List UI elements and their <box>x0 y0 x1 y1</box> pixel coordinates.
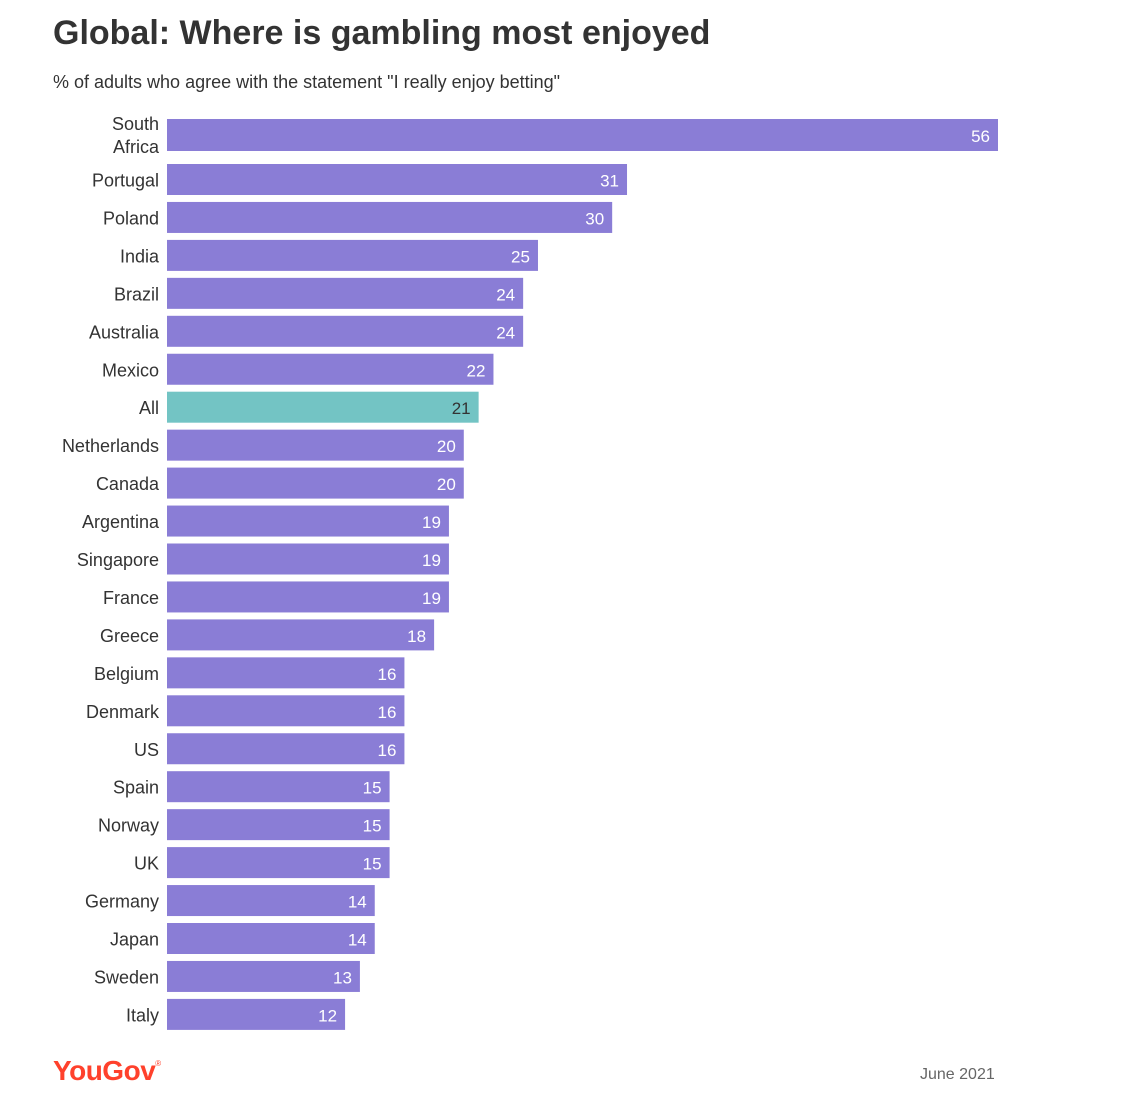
value-label-germany: 14 <box>348 893 367 912</box>
value-label-argentina: 19 <box>422 513 441 532</box>
category-label-norway: Norway <box>98 816 159 836</box>
bar-argentina <box>167 505 449 537</box>
value-label-south-africa: 56 <box>971 127 990 146</box>
bar-uk <box>167 847 390 879</box>
category-label-netherlands: Netherlands <box>62 436 159 456</box>
publication-date: June 2021 <box>920 1066 995 1083</box>
value-label-belgium: 16 <box>378 665 397 684</box>
category-label-singapore: Singapore <box>77 550 159 570</box>
category-label-australia: Australia <box>89 322 160 342</box>
category-label-canada: Canada <box>96 474 160 494</box>
value-label-poland: 30 <box>585 209 604 228</box>
category-label-france: France <box>103 588 159 608</box>
bar-greece <box>167 619 435 651</box>
category-label-india: India <box>120 246 160 266</box>
value-label-all: 21 <box>452 399 471 418</box>
category-label-japan: Japan <box>110 930 159 950</box>
category-label-argentina: Argentina <box>82 512 160 532</box>
bar-chart: 56 South Africa 31 Portugal 30 Poland 25 India 24… <box>62 114 998 1030</box>
yougov-logo: YouGov® <box>53 1055 161 1087</box>
category-label-sweden: Sweden <box>94 967 159 987</box>
value-label-netherlands: 20 <box>437 437 456 456</box>
bar-italy <box>167 998 346 1030</box>
bar-poland <box>167 201 613 233</box>
value-label-mexico: 22 <box>467 361 486 380</box>
bar-south-africa <box>167 119 998 151</box>
bar-all <box>167 391 479 423</box>
bar-brazil <box>167 277 524 309</box>
category-label-south-africa: South Africa <box>112 114 160 157</box>
category-label-belgium: Belgium <box>94 664 159 684</box>
category-label-all: All <box>139 398 159 418</box>
value-label-india: 25 <box>511 247 530 266</box>
category-label-mexico: Mexico <box>102 360 159 380</box>
category-label-greece: Greece <box>100 626 159 646</box>
bar-france <box>167 581 449 613</box>
value-label-sweden: 13 <box>333 968 352 987</box>
category-label-italy: Italy <box>126 1005 159 1025</box>
brand-name: YouGov <box>53 1055 156 1086</box>
chart-title: Global: Where is gambling most enjoyed <box>53 14 711 52</box>
bar-sweden <box>167 960 360 992</box>
bar-india <box>167 239 538 271</box>
bar-germany <box>167 885 375 917</box>
category-label-us: US <box>134 740 159 760</box>
bar-australia <box>167 315 524 347</box>
bar-mexico <box>167 353 494 385</box>
value-label-uk: 15 <box>363 855 382 874</box>
category-label-poland: Poland <box>103 208 159 228</box>
bar-netherlands <box>167 429 464 461</box>
bar-norway <box>167 809 390 841</box>
value-label-japan: 14 <box>348 931 367 950</box>
bar-denmark <box>167 695 405 727</box>
value-label-france: 19 <box>422 589 441 608</box>
chart-subtitle: % of adults who agree with the statement… <box>53 72 561 92</box>
category-label-brazil: Brazil <box>114 284 159 304</box>
value-label-singapore: 19 <box>422 551 441 570</box>
value-label-italy: 12 <box>318 1006 337 1025</box>
value-label-us: 16 <box>378 741 397 760</box>
bar-belgium <box>167 657 405 689</box>
category-label-spain: Spain <box>113 778 159 798</box>
value-label-australia: 24 <box>496 323 515 342</box>
bar-portugal <box>167 164 628 195</box>
value-label-spain: 15 <box>363 779 382 798</box>
value-label-greece: 18 <box>407 627 426 646</box>
value-label-brazil: 24 <box>496 285 515 304</box>
bar-japan <box>167 923 375 954</box>
value-label-canada: 20 <box>437 475 456 494</box>
bar-canada <box>167 467 464 499</box>
registered-icon: ® <box>155 1059 161 1068</box>
bar-us <box>167 733 405 765</box>
category-label-germany: Germany <box>85 892 159 912</box>
value-label-portugal: 31 <box>600 172 619 191</box>
value-label-denmark: 16 <box>378 703 397 722</box>
bar-spain <box>167 771 390 803</box>
category-label-uk: UK <box>134 854 159 874</box>
category-label-denmark: Denmark <box>86 702 160 722</box>
bar-singapore <box>167 543 449 575</box>
value-label-norway: 15 <box>363 817 382 836</box>
category-label-portugal: Portugal <box>92 171 159 191</box>
